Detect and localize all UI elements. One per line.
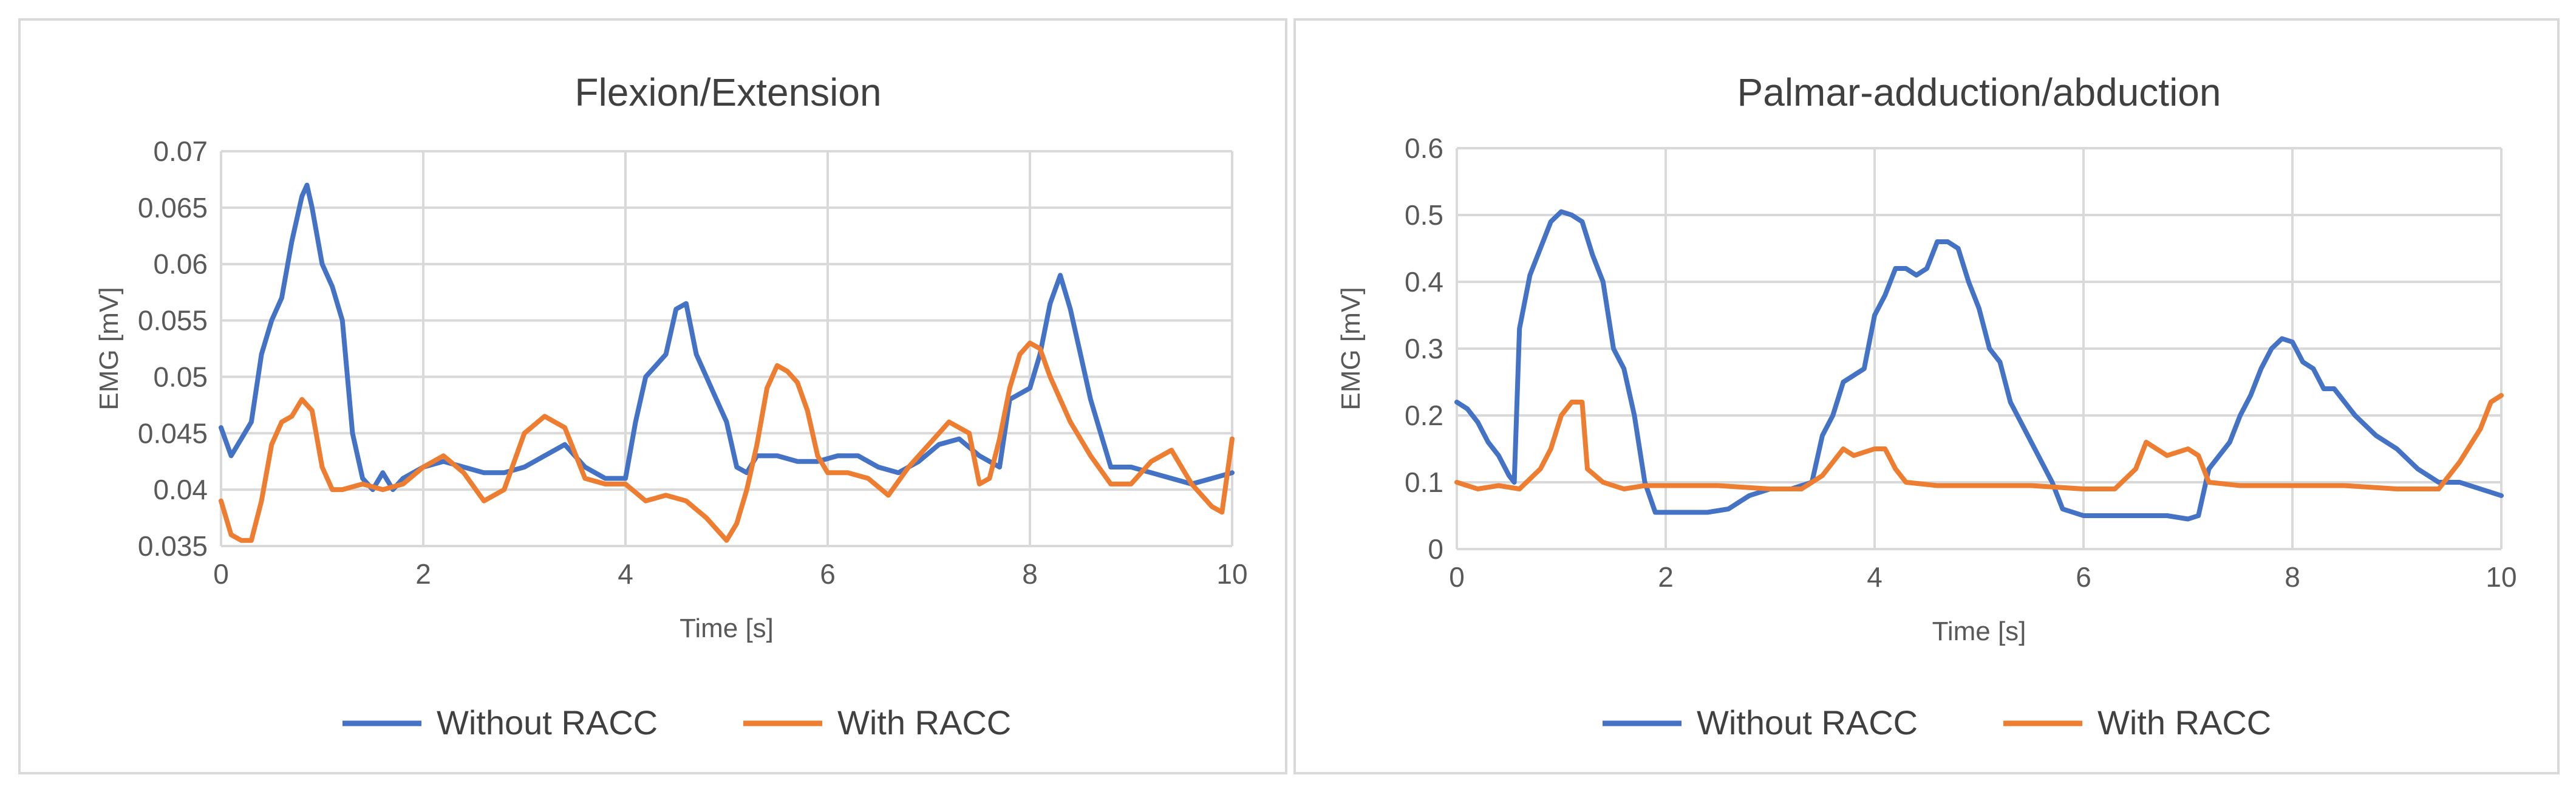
x-tick-label: 8 — [2285, 561, 2300, 593]
x-tick-label: 0 — [213, 558, 229, 590]
y-tick-label: 0.05 — [153, 361, 208, 392]
y-tick-label: 0.6 — [1405, 132, 1443, 164]
series-line-with-racc — [219, 340, 1235, 543]
x-tick-label: 0 — [1449, 561, 1465, 593]
chart-panel-palmar-adduction-abduction: Palmar-adduction/abduction 0 0.1 0.2 0.3 0.4 0… — [1293, 18, 2560, 774]
x-tick-label: 4 — [618, 558, 633, 590]
x-tick-label: 6 — [2076, 561, 2091, 593]
chart-title: Palmar-adduction/abduction — [1737, 70, 2221, 114]
x-tick-label: 6 — [820, 558, 836, 590]
y-tick-label: 0.065 — [138, 192, 208, 224]
x-tick-label: 4 — [1867, 561, 1883, 593]
y-tick-label: 0.5 — [1405, 199, 1443, 231]
y-tick-label: 0.045 — [138, 417, 208, 449]
x-tick-label: 8 — [1022, 558, 1038, 590]
x-axis-label: Time [s] — [680, 613, 774, 643]
legend-label-without-racc: Without RACC — [1697, 703, 1918, 742]
y-tick-label: 0.2 — [1405, 400, 1443, 431]
chart-flexion-extension: Flexion/Extension 0.035 0.04 0.045 0.05 0.055… — [94, 70, 1248, 742]
x-tick-label: 10 — [1216, 558, 1247, 590]
legend-label-with-racc: With RACC — [2097, 703, 2271, 742]
x-tick-label: 2 — [415, 558, 431, 590]
y-axis-label: EMG [mV] — [1336, 287, 1366, 411]
y-tick-label: 0.06 — [153, 248, 208, 280]
y-tick-label: 0 — [1428, 533, 1443, 565]
y-tick-label: 0.07 — [153, 135, 208, 167]
x-axis-label: Time [s] — [1932, 616, 2026, 646]
x-tick-label: 10 — [2486, 561, 2516, 593]
y-tick-label: 0.055 — [138, 305, 208, 336]
series-line-with-racc — [1454, 393, 2504, 491]
chart-title: Flexion/Extension — [574, 70, 881, 114]
y-tick-label: 0.3 — [1405, 333, 1443, 364]
y-tick-label: 0.1 — [1405, 466, 1443, 498]
y-tick-label: 0.4 — [1405, 266, 1443, 298]
series-line-without-racc — [219, 182, 1235, 493]
x-tick-label: 2 — [1658, 561, 1674, 593]
series-line-without-racc — [1454, 209, 2504, 522]
chart-panel-flexion-extension: Flexion/Extension 0.035 0.04 0.045 0.05 0.055… — [18, 18, 1287, 774]
y-axis-label: EMG [mV] — [94, 287, 124, 411]
legend-label-with-racc: With RACC — [837, 703, 1011, 742]
chart-palmar-adduction-abduction: Palmar-adduction/abduction 0 0.1 0.2 0.3 0.4 0… — [1336, 70, 2517, 742]
legend-label-without-racc: Without RACC — [437, 703, 658, 742]
y-tick-label: 0.04 — [153, 474, 208, 505]
y-tick-label: 0.035 — [138, 530, 208, 562]
